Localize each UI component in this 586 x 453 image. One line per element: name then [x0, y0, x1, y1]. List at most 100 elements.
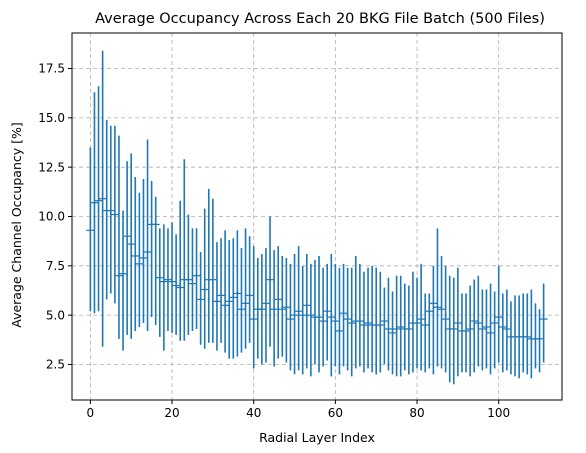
- error-bar-point: [372, 267, 381, 375]
- error-bar-point: [151, 196, 160, 326]
- y-axis-ticks: 2.5 5.0 7.5 10.0 12.5 15.0 17.5: [38, 62, 72, 372]
- error-bar-point: [319, 267, 328, 367]
- error-bar-point: [131, 177, 140, 331]
- error-bar-point: [351, 255, 360, 369]
- error-bar-point: [494, 265, 503, 363]
- error-bar-point: [404, 285, 413, 375]
- error-bar-point: [417, 263, 426, 371]
- error-bar-point: [102, 119, 111, 300]
- error-bar-point: [114, 135, 123, 339]
- error-bar-point: [376, 271, 385, 373]
- error-bar-point: [323, 263, 332, 361]
- error-bar-point: [523, 293, 532, 375]
- error-bar-point: [359, 271, 368, 373]
- error-bar-point: [245, 236, 254, 343]
- error-bar-point: [233, 230, 242, 357]
- error-bar-point: [253, 257, 262, 359]
- error-bar-point: [310, 259, 319, 365]
- x-axis-label: Radial Layer Index: [259, 430, 375, 445]
- error-bar-point: [278, 255, 287, 357]
- error-bar-point: [119, 210, 128, 351]
- error-bar-point: [135, 192, 144, 327]
- error-bar-point: [421, 293, 430, 373]
- error-bar-point: [327, 253, 336, 377]
- error-bar-point: [159, 224, 168, 351]
- error-bar-point: [290, 253, 299, 375]
- error-bar-point: [168, 222, 177, 333]
- x-axis-ticks: 0 20 40 60 80 100: [87, 400, 510, 420]
- error-bar-point: [449, 277, 458, 385]
- x-tick-label: 40: [246, 406, 261, 420]
- error-bar-point: [294, 246, 303, 371]
- error-bar-point: [270, 250, 279, 367]
- error-bar-point: [535, 309, 544, 373]
- error-bar-point: [266, 216, 275, 347]
- error-bar-point: [457, 293, 466, 373]
- chart-title: Average Occupancy Across Each 20 BKG Fil…: [95, 11, 545, 27]
- error-bar-point: [384, 277, 393, 371]
- error-bar-point: [298, 265, 307, 375]
- error-bar-point: [519, 293, 528, 373]
- error-bar-point: [147, 180, 156, 318]
- error-bar-point: [110, 125, 119, 304]
- error-bar-point: [139, 179, 148, 324]
- y-tick-label: 15.0: [38, 111, 65, 125]
- error-bar-point: [527, 289, 536, 379]
- y-tick-label: 10.0: [38, 210, 65, 224]
- error-bar-point: [343, 267, 352, 371]
- error-bar-point: [388, 291, 397, 375]
- error-bar-point: [261, 248, 270, 363]
- error-bar-point: [502, 289, 511, 371]
- error-bar-point: [237, 248, 246, 353]
- error-bar-point: [123, 161, 132, 335]
- error-bar-point: [127, 153, 136, 339]
- error-bar-point: [229, 238, 238, 359]
- x-tick-label: 60: [328, 406, 343, 420]
- error-bar-point: [217, 238, 226, 343]
- y-tick-label: 7.5: [46, 259, 65, 273]
- error-bar-point: [482, 289, 491, 369]
- error-bar-point: [282, 257, 291, 363]
- error-bar-point: [486, 283, 495, 375]
- error-bar-point: [462, 293, 471, 373]
- error-bar-point: [347, 267, 356, 377]
- error-bar-point: [437, 255, 446, 369]
- error-bar-point: [306, 263, 315, 377]
- x-tick-label: 0: [87, 406, 95, 420]
- error-bar-point: [212, 242, 221, 351]
- error-bar-point: [539, 283, 548, 363]
- error-bar-point: [470, 279, 479, 373]
- error-bar-point: [249, 246, 258, 369]
- error-bar-point: [172, 234, 181, 335]
- error-bar-point: [286, 263, 295, 371]
- y-tick-label: 5.0: [46, 308, 65, 322]
- error-bar-point: [531, 303, 540, 369]
- error-bar-point: [392, 275, 401, 377]
- error-bar-point: [143, 139, 152, 331]
- error-bar-point: [339, 263, 348, 367]
- error-bar-point: [478, 289, 487, 371]
- error-bar-point: [200, 208, 209, 349]
- error-bar-point: [396, 275, 405, 377]
- error-bar-point: [196, 252, 205, 345]
- y-axis-label: Average Channel Occupancy [%]: [9, 122, 24, 328]
- error-bar-point: [221, 230, 230, 353]
- error-bar-point: [163, 228, 172, 331]
- error-bar-point: [453, 267, 462, 377]
- error-bar-point: [302, 253, 311, 369]
- x-tick-label: 20: [164, 406, 179, 420]
- error-bar-point: [225, 240, 234, 359]
- error-bar-point: [257, 253, 266, 365]
- error-bar-point: [425, 293, 434, 369]
- error-bar-point: [106, 125, 115, 294]
- error-bar-point: [98, 50, 107, 347]
- error-bar-point: [506, 301, 515, 375]
- error-bar-point: [511, 295, 520, 377]
- error-bar-point: [498, 293, 507, 373]
- y-tick-label: 17.5: [38, 62, 65, 76]
- error-bar-point: [176, 200, 185, 341]
- error-bar-point: [368, 265, 377, 373]
- error-bar-point: [155, 228, 164, 337]
- error-bar-point: [429, 265, 438, 375]
